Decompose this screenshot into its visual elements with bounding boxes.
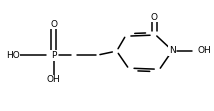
Text: OH: OH [47, 75, 61, 84]
Text: HO: HO [6, 51, 19, 60]
Text: O: O [151, 13, 158, 22]
Text: OH: OH [198, 46, 211, 55]
Text: N: N [169, 46, 176, 55]
Text: O: O [50, 20, 57, 29]
Text: P: P [51, 51, 56, 60]
